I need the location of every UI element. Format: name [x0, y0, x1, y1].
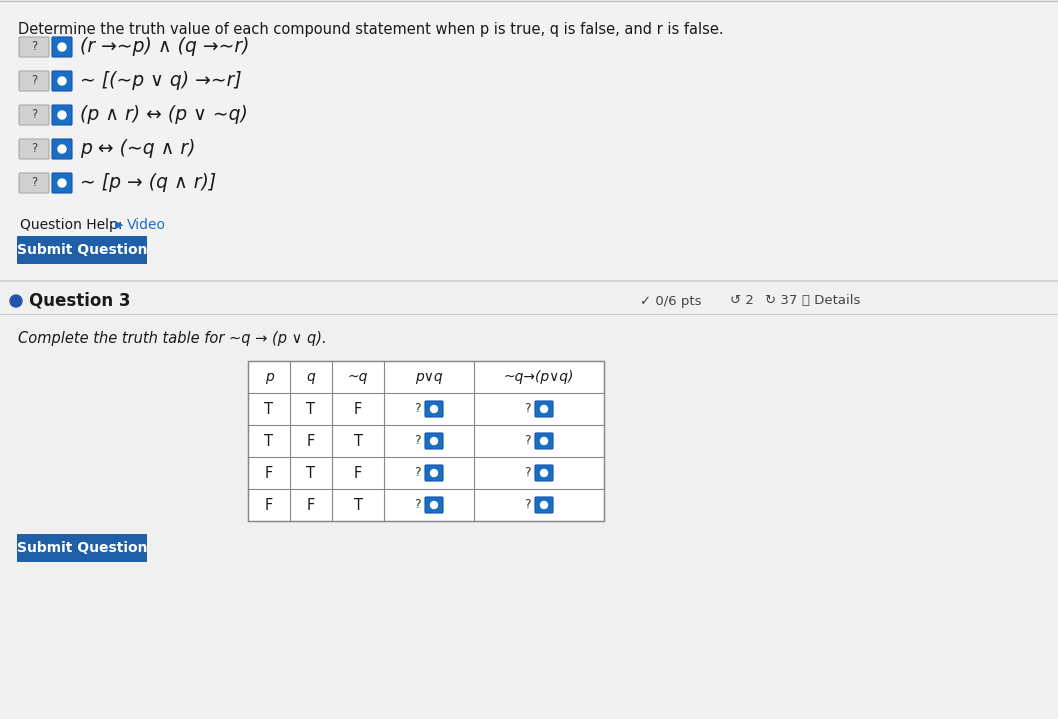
Text: ?: ?: [414, 498, 420, 511]
Text: ?: ?: [31, 142, 37, 155]
Circle shape: [541, 437, 547, 444]
Text: ?: ?: [31, 176, 37, 190]
Text: T: T: [307, 401, 315, 416]
Text: ?: ?: [524, 498, 530, 511]
Text: ✓ 0/6 pts: ✓ 0/6 pts: [640, 295, 701, 308]
Text: Video: Video: [127, 218, 166, 232]
FancyBboxPatch shape: [52, 71, 72, 91]
Bar: [0, 281, 1058, 719]
Circle shape: [58, 77, 66, 85]
FancyBboxPatch shape: [535, 433, 553, 449]
Text: ?: ?: [524, 403, 530, 416]
Text: ⓘ Details: ⓘ Details: [802, 295, 860, 308]
Circle shape: [431, 470, 438, 477]
FancyBboxPatch shape: [17, 236, 147, 264]
Text: T: T: [264, 434, 274, 449]
Text: Submit Question: Submit Question: [17, 243, 147, 257]
Text: Question Help:: Question Help:: [20, 218, 123, 232]
Text: Complete the truth table for ∼q → (p ∨ q).: Complete the truth table for ∼q → (p ∨ q…: [18, 331, 327, 347]
Circle shape: [10, 295, 22, 307]
FancyBboxPatch shape: [19, 71, 49, 91]
Text: ?: ?: [31, 109, 37, 122]
Text: ?: ?: [31, 75, 37, 88]
Text: T: T: [353, 434, 363, 449]
Text: ~q→(p∨q): ~q→(p∨q): [504, 370, 574, 384]
Text: F: F: [307, 434, 315, 449]
Text: p ↔ (∼q ∧ r): p ↔ (∼q ∧ r): [80, 139, 196, 158]
FancyBboxPatch shape: [17, 534, 147, 562]
Circle shape: [431, 406, 438, 413]
Text: ↻ 37: ↻ 37: [765, 295, 798, 308]
Text: ~q: ~q: [348, 370, 368, 384]
Text: (r →∼p) ∧ (q →∼r): (r →∼p) ∧ (q →∼r): [80, 37, 250, 57]
Circle shape: [58, 179, 66, 187]
FancyBboxPatch shape: [52, 105, 72, 125]
Circle shape: [431, 501, 438, 508]
Text: T: T: [307, 465, 315, 480]
Bar: [0, 0, 1058, 409]
Text: F: F: [264, 498, 273, 513]
Circle shape: [58, 111, 66, 119]
Circle shape: [541, 501, 547, 508]
FancyBboxPatch shape: [425, 401, 443, 417]
Text: T: T: [264, 401, 274, 416]
Text: ▶: ▶: [115, 220, 124, 230]
Text: F: F: [307, 498, 315, 513]
FancyBboxPatch shape: [19, 173, 49, 193]
FancyBboxPatch shape: [535, 401, 553, 417]
FancyBboxPatch shape: [52, 173, 72, 193]
Text: ∼ [p → (q ∧ r)]: ∼ [p → (q ∧ r)]: [80, 173, 216, 193]
Text: F: F: [353, 465, 362, 480]
Text: T: T: [353, 498, 363, 513]
Text: ?: ?: [414, 434, 420, 447]
Text: ?: ?: [524, 434, 530, 447]
FancyBboxPatch shape: [52, 139, 72, 159]
Text: ∼ [(∼p ∨ q) →∼r]: ∼ [(∼p ∨ q) →∼r]: [80, 71, 241, 91]
Text: ?: ?: [524, 467, 530, 480]
Text: Question 3: Question 3: [29, 292, 130, 310]
Text: Determine the truth value of each compound statement when p is true, q is false,: Determine the truth value of each compou…: [18, 22, 724, 37]
Circle shape: [541, 470, 547, 477]
FancyBboxPatch shape: [52, 37, 72, 57]
Text: ?: ?: [414, 467, 420, 480]
Circle shape: [541, 406, 547, 413]
FancyBboxPatch shape: [19, 37, 49, 57]
Text: q: q: [307, 370, 315, 384]
FancyBboxPatch shape: [425, 497, 443, 513]
Text: (p ∧ r) ↔ (p ∨ ∼q): (p ∧ r) ↔ (p ∨ ∼q): [80, 106, 248, 124]
FancyBboxPatch shape: [535, 465, 553, 481]
Text: Submit Question: Submit Question: [17, 541, 147, 555]
Circle shape: [58, 43, 66, 51]
Text: F: F: [353, 401, 362, 416]
FancyBboxPatch shape: [19, 139, 49, 159]
Text: ?: ?: [414, 403, 420, 416]
Circle shape: [58, 145, 66, 153]
Circle shape: [431, 437, 438, 444]
Text: p: p: [264, 370, 273, 384]
FancyBboxPatch shape: [535, 497, 553, 513]
Bar: [248, 361, 604, 521]
Text: ↺ 2: ↺ 2: [730, 295, 754, 308]
FancyBboxPatch shape: [425, 433, 443, 449]
FancyBboxPatch shape: [19, 105, 49, 125]
FancyBboxPatch shape: [425, 465, 443, 481]
Text: F: F: [264, 465, 273, 480]
Text: p∨q: p∨q: [415, 370, 443, 384]
Text: ?: ?: [31, 40, 37, 53]
